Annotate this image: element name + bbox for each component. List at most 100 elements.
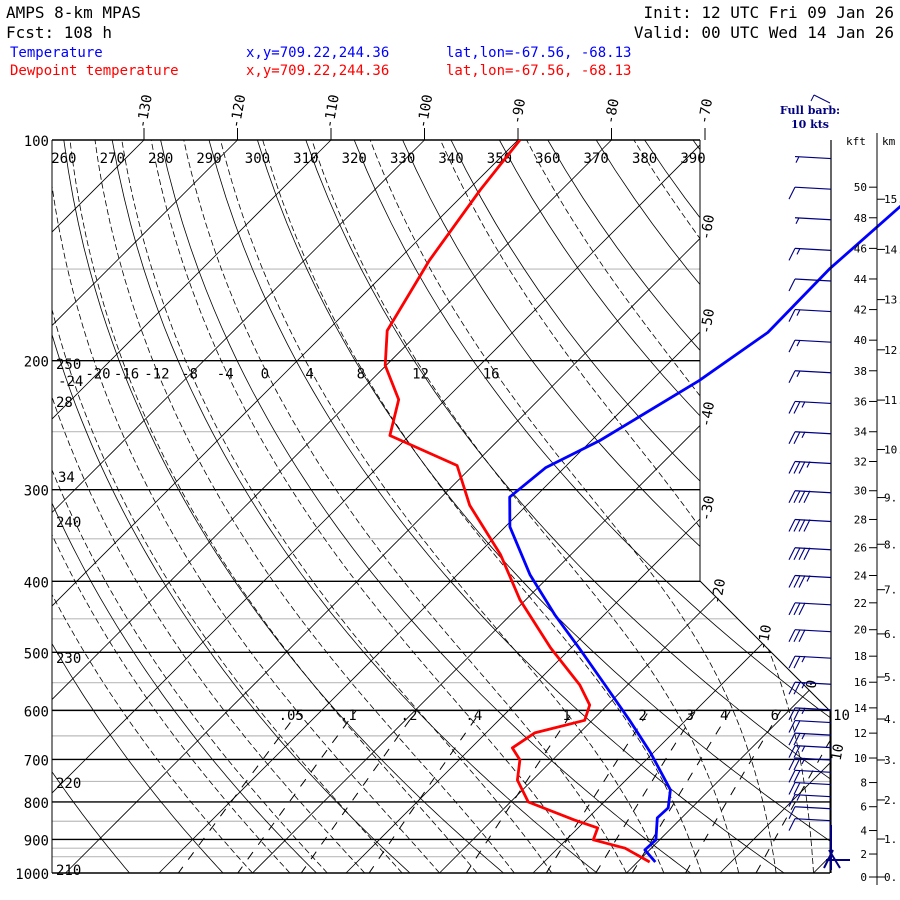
dry-adiabat (52, 140, 428, 873)
moist-adiabat (52, 140, 365, 873)
mixing-ratio-label: 4 (720, 708, 728, 724)
kft-label: 42 (854, 304, 867, 317)
mixing-ratio-line (289, 710, 418, 873)
pressure-label: 700 (24, 753, 49, 769)
isotherm (158, 140, 830, 873)
wind-barb-feather (788, 806, 796, 819)
dry-adiabat (257, 140, 830, 873)
wind-barb-feather (798, 602, 806, 616)
wind-barb-feather (788, 681, 796, 695)
isotherm (52, 140, 145, 873)
wind-barb-feather (793, 655, 801, 669)
wind-barb-shaft (794, 707, 832, 711)
barb-legend-line1: Full barb: (780, 104, 840, 117)
kft-label: 50 (854, 181, 867, 194)
km-label: 14. (884, 243, 900, 256)
isotherm-label-top: -110 (321, 93, 343, 129)
wind-barb-half-feather (801, 431, 806, 438)
dry-adiabat (402, 140, 830, 873)
isotherm-label-right: -40 (698, 400, 718, 428)
wind-barb-half-feather (801, 732, 806, 740)
wind-barb-shaft (794, 655, 832, 659)
moist-adiabat (52, 140, 328, 873)
kft-axis-title: kft (846, 135, 866, 148)
wind-barb-feather (793, 757, 801, 771)
isotherm-label-right: -50 (698, 307, 718, 335)
dry-adiabat-label: 380 (632, 151, 657, 167)
isotherm-label-top: -100 (415, 93, 437, 129)
wind-barb-shaft (794, 745, 832, 749)
wind-barb-feather (793, 745, 801, 758)
isotherm-label-top: -130 (134, 93, 156, 129)
wind-barb-feather (788, 629, 796, 642)
pressure-label: 400 (24, 575, 49, 591)
dry-adiabat-label: 320 (342, 151, 367, 167)
moist-adiabat (52, 140, 403, 873)
wind-barb-feather (788, 575, 796, 588)
dry-adiabat-label: 340 (438, 151, 463, 167)
mixing-ratio-line (358, 710, 482, 873)
dry-adiabat (305, 140, 830, 873)
wind-barb-feather (788, 186, 796, 200)
surface-wind-barbs (823, 825, 850, 870)
kft-label: 30 (854, 485, 867, 498)
wind-barb-shaft (794, 806, 832, 810)
km-label: 4. (884, 713, 897, 726)
dry-adiabat-label: 390 (680, 151, 705, 167)
wind-barb-shaft (794, 518, 832, 523)
km-label: 7. (884, 584, 897, 597)
dry-adiabat-label: 330 (390, 151, 415, 167)
background-grid (0, 140, 830, 889)
dry-adiabat (0, 140, 48, 889)
dry-adiabat-label: 300 (245, 151, 270, 167)
isotherm-label-top: -70 (696, 97, 716, 125)
wind-barb-shaft (794, 490, 832, 494)
moist-adiabat (69, 140, 478, 873)
moist-adiabat-label: -16 (114, 367, 139, 383)
wind-barb-shaft (794, 278, 832, 282)
km-axis-title: km (882, 135, 896, 148)
wind-barb-half-feather (806, 461, 811, 468)
barb-sample-icon (813, 94, 831, 104)
moist-adiabat (52, 140, 291, 873)
isotherm (52, 140, 612, 873)
wind-barb-feather (793, 782, 801, 795)
kft-label: 16 (854, 676, 867, 689)
dry-adiabat (450, 140, 830, 873)
km-label: 0. (884, 871, 897, 884)
kft-label: 10 (854, 752, 867, 765)
wind-barb-half-feather (796, 248, 801, 255)
pressure-label: 900 (24, 833, 49, 849)
mixing-ratio-label: .1 (340, 708, 357, 724)
dry-adiabat (63, 140, 523, 873)
km-label: 13. (884, 294, 900, 307)
wind-barb-feather (793, 720, 801, 733)
dry-adiabat-label: 290 (196, 151, 221, 167)
moist-adiabat-label: -12 (144, 367, 169, 383)
mixing-ratio-label: .4 (465, 708, 482, 724)
wind-barb-shaft (794, 574, 832, 579)
wind-barb-feather (788, 782, 796, 795)
mixing-ratio-label: 1 (562, 708, 570, 724)
kft-label: 8 (860, 777, 867, 790)
mixing-ratio-line (226, 710, 357, 873)
isotherm (252, 140, 830, 873)
mixing-ratio-line (536, 710, 650, 873)
wind-barb-feather (793, 519, 801, 532)
isotherm-label-right: -20 (709, 577, 729, 605)
isotherm-label-right: -30 (698, 494, 718, 522)
km-label: 6. (884, 628, 897, 641)
wind-barb-feather (788, 745, 796, 758)
isotherm-label-top: -80 (602, 97, 622, 125)
height-axis: 0246810121416182022242628303234363840424… (854, 133, 900, 885)
isotherm-label-top: -120 (228, 93, 250, 129)
grid-labels: .05.1.2.4 1 2 3 4 6 10100200300400500600700800… (15, 93, 850, 883)
kft-label: 40 (854, 334, 867, 347)
dry-adiabat (111, 140, 618, 873)
wind-barb-feather (793, 707, 801, 721)
isotherm (52, 140, 332, 873)
dry-adiabat-label: 230 (56, 651, 81, 667)
dry-adiabat-label: 220 (56, 776, 81, 792)
isotherm-label-right: -60 (698, 213, 718, 241)
